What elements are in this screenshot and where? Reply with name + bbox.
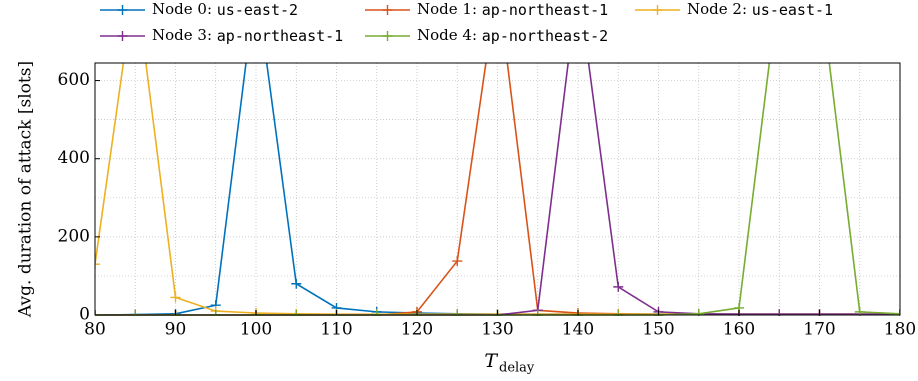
legend-marker [117,31,128,41]
x-tick-label: 100 [240,320,272,340]
legend: Node 0: us-east-2 Node 1: ap-northeast-1 N… [100,0,833,45]
legend-label: Node 4: ap-northeast-2 [417,26,608,45]
data-point [774,309,785,316]
data-point [95,259,100,270]
legend-label: Node 1: ap-northeast-1 [417,0,608,19]
data-point [895,308,900,316]
x-tick-label: 160 [723,320,755,340]
x-axis-label-subscript: delay [499,361,535,376]
y-axis-label: Avg. duration of attack [slots] [16,61,36,318]
legend-marker [382,5,393,15]
y-tick-label: 0 [79,305,90,325]
legend-marker [652,5,663,15]
data-point [170,292,181,303]
legend-item: Node 3: ap-northeast-1 [100,26,343,45]
x-tick-label: 140 [562,320,594,340]
data-point [452,256,463,267]
y-tick-label: 600 [58,70,90,90]
x-tick-label: 80 [84,320,106,340]
x-tick-label: 170 [803,320,835,340]
legend-label: Node 2: us-east-1 [687,0,833,19]
data-point [693,308,704,316]
legend-label: Node 3: ap-northeast-1 [152,26,343,45]
grid [94,63,901,316]
y-tick-label: 400 [58,148,90,168]
legend-label: Node 0: us-east-2 [152,0,298,19]
y-tick-label: 200 [58,226,90,246]
x-axis-label: T [484,350,498,372]
legend-item: Node 0: us-east-2 [100,0,298,19]
axes: 80 90 100 110 120 130 140 150 160 170 180 0 200 400 60… [58,70,917,339]
data-point [613,281,624,292]
legend-item: Node 2: us-east-1 [635,0,833,19]
x-tick-label: 150 [642,320,674,340]
legend-item: Node 1: ap-northeast-1 [365,0,608,19]
data-point [291,278,302,289]
x-tick-label: 130 [481,320,513,340]
x-tick-label: 120 [401,320,433,340]
legend-marker [382,31,393,41]
legend-item: Node 4: ap-northeast-2 [365,26,608,45]
legend-marker [117,5,128,15]
x-tick-label: 180 [884,320,916,340]
x-tick-label: 110 [320,320,352,340]
x-tick-label: 90 [165,320,187,340]
